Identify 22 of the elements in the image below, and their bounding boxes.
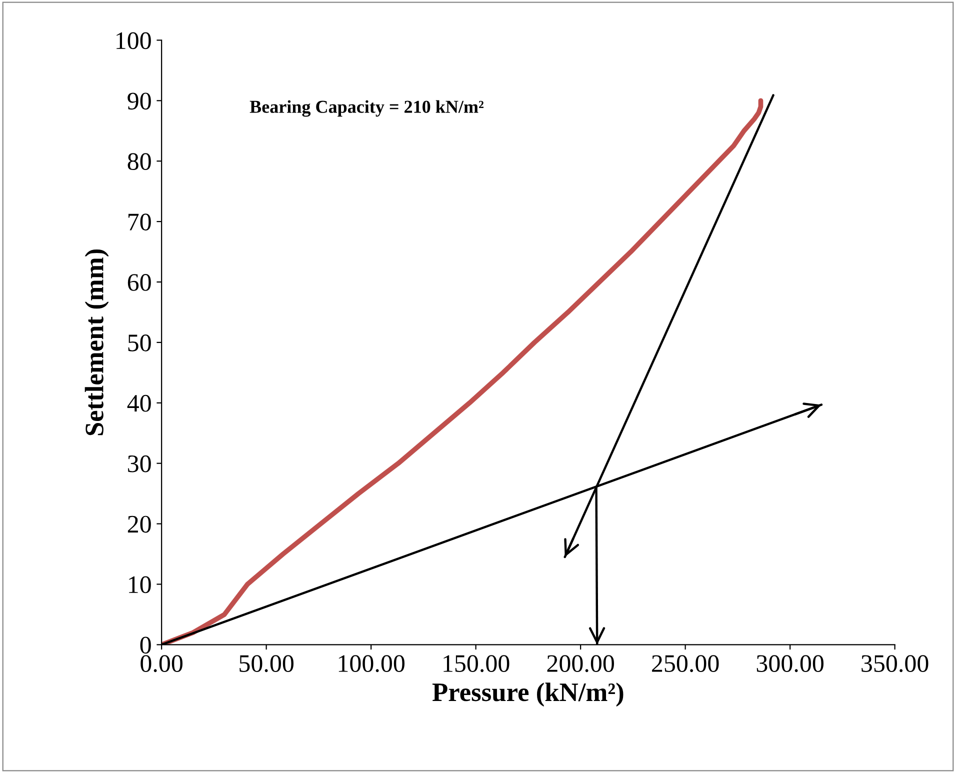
y-tick-label: 10: [129, 576, 151, 594]
y-tick-label: 40: [127, 394, 151, 412]
y-tick-label: 50: [128, 334, 151, 352]
x-tick-label: 300.00: [756, 655, 824, 672]
y-axis-title: Settlement (mm): [84, 249, 109, 436]
y-tick-label: 30: [128, 455, 151, 472]
y-tick-label: 20: [128, 516, 151, 533]
x-tick-label: 200.00: [547, 655, 614, 672]
y-tick-label: 80: [128, 153, 151, 170]
x-tick-label: 0.00: [140, 655, 182, 672]
x-tick-label: 50.00: [240, 655, 294, 672]
y-tick-label: 0: [140, 636, 151, 654]
y-tick-label: 60: [128, 274, 151, 291]
y-tick-label: 70: [128, 214, 151, 230]
y-tick-label: 90: [128, 92, 151, 110]
x-tick-label: 100.00: [338, 655, 404, 672]
x-tick-label: 150.00: [444, 655, 510, 672]
x-axis-title: Pressure (kN/m²): [432, 682, 624, 707]
annotation: Bearing Capacity = 210 kN/m²: [250, 100, 484, 117]
y-tick-label: 100: [116, 32, 151, 50]
x-tick-label: 350.00: [862, 655, 928, 672]
x-tick-label: 250.00: [652, 655, 719, 672]
